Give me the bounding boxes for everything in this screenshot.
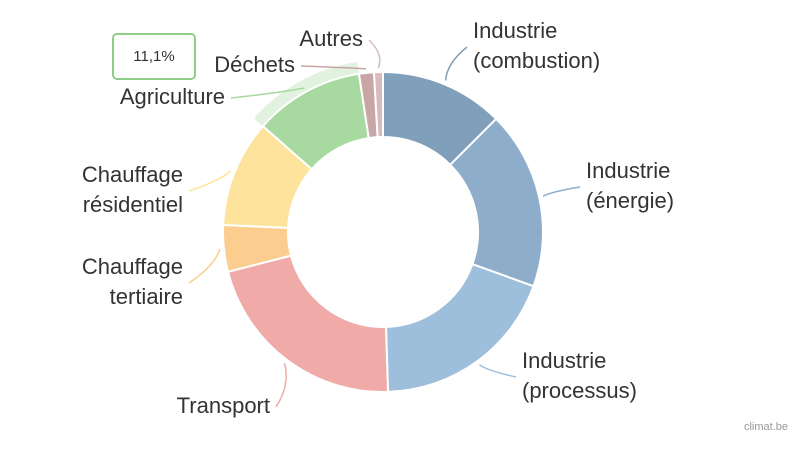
source: climat.be <box>744 421 788 433</box>
leader-line <box>275 362 287 408</box>
leader-line <box>445 46 468 81</box>
slice-label: Industrie (processus) <box>522 348 637 403</box>
leader-line <box>368 39 381 69</box>
leader-line <box>478 364 517 378</box>
slice-label: Chauffage tertiaire <box>82 254 183 309</box>
highlight-halo <box>253 61 359 127</box>
slice-label: Industrie (combustion) <box>473 18 600 73</box>
slice-label: Chauffage résidentiel <box>82 162 183 217</box>
leader-line <box>300 65 367 70</box>
slice-label: Déchets <box>214 52 295 77</box>
leader-line <box>188 248 221 284</box>
tooltip-box <box>112 33 196 80</box>
slice-label: Transport <box>177 393 270 418</box>
tooltip-value: 11,1% <box>133 48 174 65</box>
slice-label: Industrie (énergie) <box>586 158 674 213</box>
slice-label: Agriculture <box>120 84 225 109</box>
slice <box>372 70 384 139</box>
slice <box>226 254 390 393</box>
leader-line <box>230 87 305 99</box>
slice <box>384 262 535 393</box>
leader-line <box>188 170 232 192</box>
leader-line <box>542 186 581 197</box>
slice-label: Autres <box>299 26 363 51</box>
